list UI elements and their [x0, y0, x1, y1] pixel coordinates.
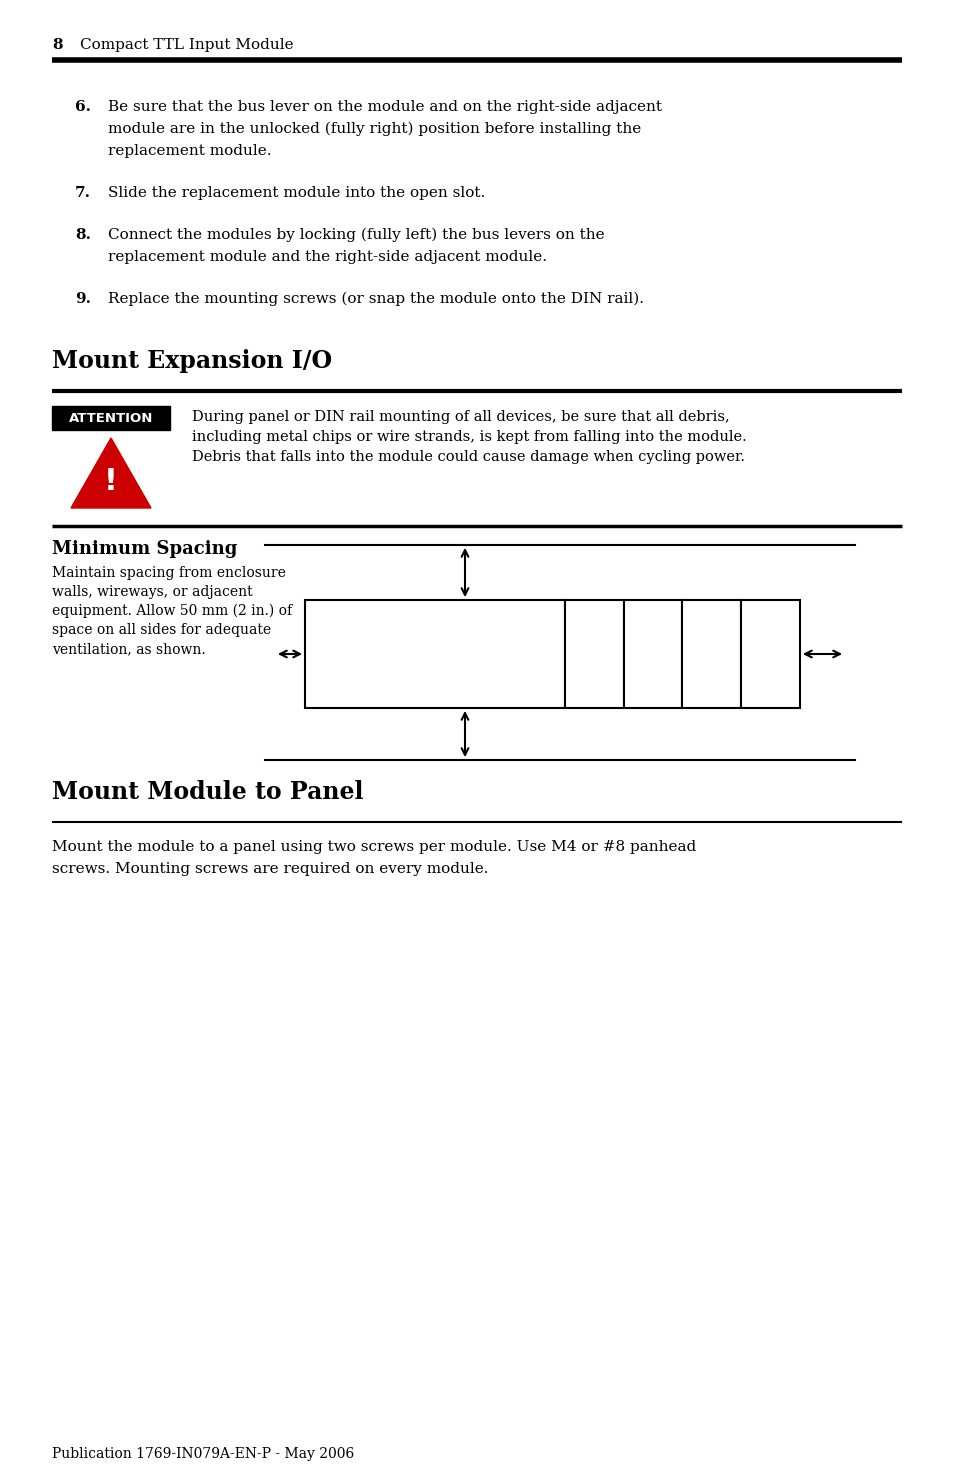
- Text: Mount Expansion I/O: Mount Expansion I/O: [52, 350, 332, 373]
- Text: During panel or DIN rail mounting of all devices, be sure that all debris,: During panel or DIN rail mounting of all…: [192, 410, 729, 423]
- Text: 8.: 8.: [75, 229, 91, 242]
- Text: ventilation, as shown.: ventilation, as shown.: [52, 642, 206, 656]
- Bar: [623, 600, 681, 708]
- Text: screws. Mounting screws are required on every module.: screws. Mounting screws are required on …: [52, 861, 488, 876]
- Text: space on all sides for adequate: space on all sides for adequate: [52, 622, 271, 637]
- Text: Publication 1769-IN079A-EN-P - May 2006: Publication 1769-IN079A-EN-P - May 2006: [52, 1447, 354, 1462]
- Text: !: !: [104, 468, 118, 496]
- Text: 8: 8: [52, 38, 63, 52]
- Text: Connect the modules by locking (fully left) the bus levers on the: Connect the modules by locking (fully le…: [108, 229, 604, 242]
- Bar: [564, 600, 623, 708]
- Bar: [740, 600, 800, 708]
- Bar: [305, 600, 564, 708]
- Text: Minimum Spacing: Minimum Spacing: [52, 540, 237, 558]
- Bar: [681, 600, 740, 708]
- Text: ATTENTION: ATTENTION: [69, 412, 153, 425]
- Text: Replace the mounting screws (or snap the module onto the DIN rail).: Replace the mounting screws (or snap the…: [108, 292, 643, 307]
- Text: 9.: 9.: [75, 292, 91, 305]
- Text: replacement module and the right-side adjacent module.: replacement module and the right-side ad…: [108, 249, 546, 264]
- Text: Compact TTL Input Module: Compact TTL Input Module: [80, 38, 294, 52]
- Text: walls, wireways, or adjacent: walls, wireways, or adjacent: [52, 586, 253, 599]
- Text: Mount Module to Panel: Mount Module to Panel: [52, 780, 363, 804]
- Text: Slide the replacement module into the open slot.: Slide the replacement module into the op…: [108, 186, 485, 201]
- Text: 6.: 6.: [75, 100, 91, 114]
- Text: equipment. Allow 50 mm (2 in.) of: equipment. Allow 50 mm (2 in.) of: [52, 603, 292, 618]
- Text: replacement module.: replacement module.: [108, 145, 272, 158]
- Text: Mount the module to a panel using two screws per module. Use M4 or #8 panhead: Mount the module to a panel using two sc…: [52, 839, 696, 854]
- Text: Debris that falls into the module could cause damage when cycling power.: Debris that falls into the module could …: [192, 450, 744, 465]
- Text: Be sure that the bus lever on the module and on the right-side adjacent: Be sure that the bus lever on the module…: [108, 100, 661, 114]
- Bar: [52, 406, 170, 431]
- Text: 7.: 7.: [75, 186, 91, 201]
- Text: module are in the unlocked (fully right) position before installing the: module are in the unlocked (fully right)…: [108, 122, 640, 136]
- Text: Maintain spacing from enclosure: Maintain spacing from enclosure: [52, 566, 286, 580]
- Polygon shape: [71, 438, 151, 507]
- Text: including metal chips or wire strands, is kept from falling into the module.: including metal chips or wire strands, i…: [192, 431, 746, 444]
